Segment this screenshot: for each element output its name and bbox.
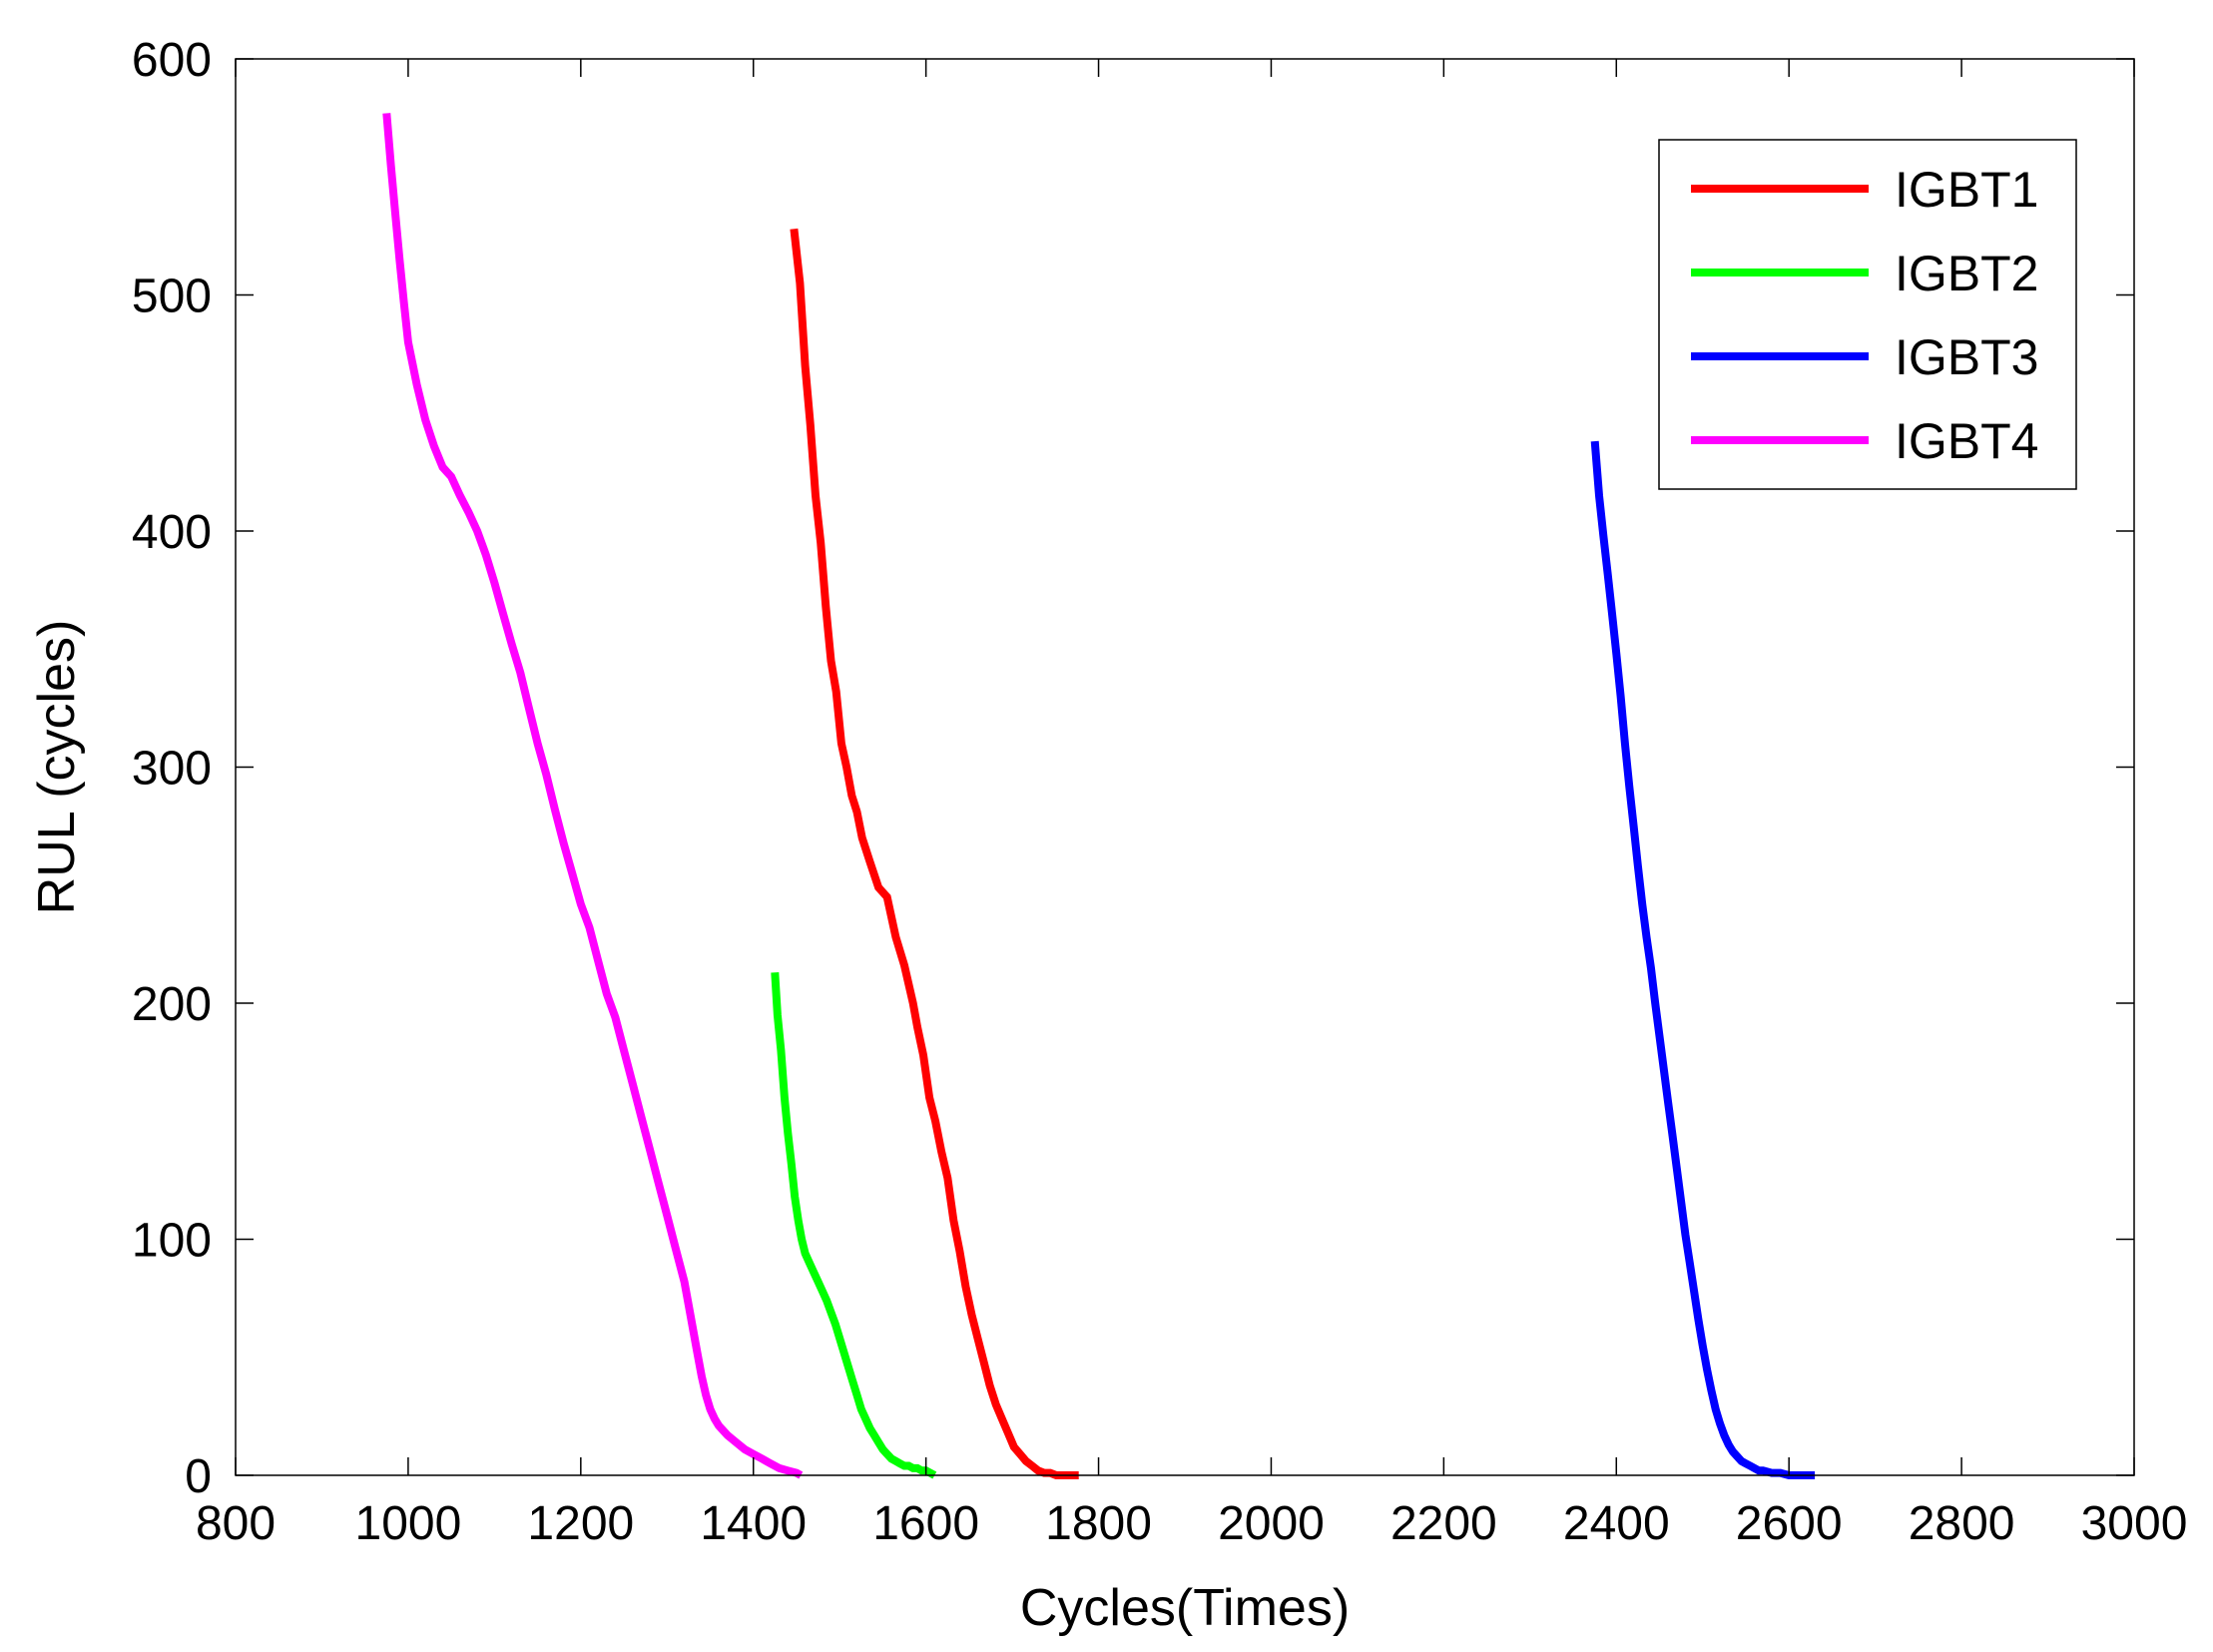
x-tick-label: 2800 <box>1909 1497 2015 1550</box>
y-tick-label: 100 <box>132 1215 212 1268</box>
x-tick-label: 1600 <box>872 1497 979 1550</box>
x-tick-label: 1800 <box>1045 1497 1152 1550</box>
series-line-igbt3 <box>1590 440 1816 1479</box>
y-axis-title: RUL (cycles) <box>28 620 86 915</box>
legend: IGBT1 IGBT2 IGBT3 IGBT4 <box>1658 139 2077 490</box>
x-tick-label: 2200 <box>1390 1497 1497 1550</box>
y-tick-label: 0 <box>185 1450 212 1503</box>
x-tick-label: 3000 <box>2081 1497 2188 1550</box>
x-tick-label: 1400 <box>700 1497 807 1550</box>
x-tick-label: 2400 <box>1563 1497 1670 1550</box>
y-tick-label: 300 <box>132 743 212 796</box>
y-tick-label: 200 <box>132 978 212 1031</box>
x-axis-title: Cycles(Times) <box>1020 1579 1350 1637</box>
legend-label-igbt2: IGBT2 <box>1895 246 2038 301</box>
series-line-igbt4 <box>382 113 804 1479</box>
y-tick-label: 600 <box>132 34 212 87</box>
series-line-igbt2 <box>771 972 937 1479</box>
x-tick-label: 2600 <box>1736 1497 1843 1550</box>
legend-label-igbt4: IGBT4 <box>1895 413 2038 469</box>
x-tick-label: 1000 <box>355 1497 462 1550</box>
x-tick-label: 2000 <box>1218 1497 1325 1550</box>
legend-label-igbt3: IGBT3 <box>1895 329 2038 385</box>
y-tick-label: 500 <box>132 271 212 323</box>
series-line-igbt1 <box>790 228 1079 1479</box>
axes: 800 1000 1200 1400 1600 1800 2000 2200 2400 2600 2… <box>132 34 2187 1550</box>
plot-area <box>382 113 1816 1479</box>
y-tick-label: 400 <box>132 506 212 559</box>
x-tick-label: 1200 <box>527 1497 634 1550</box>
legend-box <box>1658 139 2077 490</box>
legend-label-igbt1: IGBT1 <box>1895 162 2038 218</box>
x-tick-label: 800 <box>196 1497 276 1550</box>
